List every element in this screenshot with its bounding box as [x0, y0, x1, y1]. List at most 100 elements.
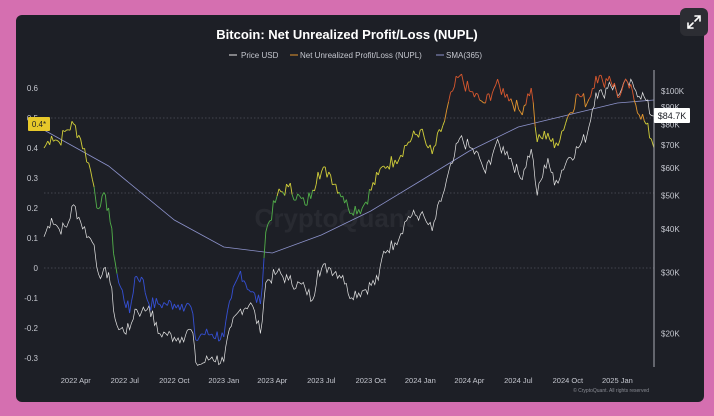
nupl-segment	[173, 303, 177, 309]
nupl-segment	[475, 92, 479, 95]
price-tick-label: $100K	[661, 87, 685, 96]
nupl-segment	[299, 195, 302, 199]
nupl-segment	[321, 166, 324, 172]
nupl-segment	[421, 128, 425, 138]
nupl-segment	[113, 253, 116, 263]
nupl-segment	[101, 192, 105, 197]
nupl-segment	[286, 183, 289, 188]
nupl-segment	[630, 84, 633, 92]
nupl-segment	[577, 93, 581, 97]
x-tick-label: 2022 Oct	[159, 376, 190, 385]
nupl-segment	[227, 301, 230, 311]
watermark: CryptoQuant	[255, 203, 414, 233]
nupl-segment	[319, 171, 323, 180]
nupl-segment	[88, 162, 91, 171]
price-tick-label: $50K	[661, 191, 680, 200]
nupl-segment	[363, 201, 367, 205]
nupl-segment	[98, 206, 101, 210]
current-nupl-marker: 0.4*	[28, 117, 50, 131]
nupl-segment	[568, 112, 572, 115]
x-tick-label: 2024 Apr	[454, 376, 485, 385]
nupl-segment	[593, 75, 597, 89]
nupl-segment	[69, 121, 73, 131]
nupl-segment	[192, 313, 196, 335]
nupl-segment	[195, 339, 198, 342]
nupl-segment	[123, 301, 127, 309]
nupl-segment	[536, 134, 540, 143]
nupl-segment	[607, 75, 610, 81]
nupl-segment	[354, 206, 358, 215]
price-tick-label: $20K	[661, 329, 680, 338]
nupl-segment	[530, 87, 534, 103]
nupl-segment	[271, 200, 274, 221]
price-tick-label: $40K	[661, 225, 680, 234]
nupl-segment	[538, 134, 542, 138]
reference-lines	[44, 117, 654, 269]
legend-price-label[interactable]: Price USD	[241, 51, 279, 60]
nupl-segment	[99, 195, 103, 207]
nupl-segment	[647, 122, 651, 138]
nupl-segment	[448, 92, 452, 102]
nupl-segment	[64, 129, 67, 133]
nupl-segment	[396, 159, 400, 165]
x-tick-label: 2022 Apr	[61, 376, 92, 385]
expand-icon	[687, 15, 701, 29]
nupl-segment	[109, 222, 113, 229]
nupl-segment	[121, 290, 125, 302]
nupl-segment	[379, 166, 383, 170]
nupl-segment	[610, 81, 614, 88]
nupl-segment	[625, 78, 628, 83]
nupl-segment	[413, 130, 416, 135]
nupl-segment	[643, 120, 647, 125]
nupl-segment	[435, 132, 438, 146]
nupl-segment	[621, 83, 625, 92]
nupl-segment	[278, 188, 282, 192]
nupl-segment	[488, 93, 492, 101]
chart-title: Bitcoin: Net Unrealized Profit/Loss (NUP…	[216, 27, 477, 42]
nupl-segment	[504, 93, 508, 98]
nupl-segment	[392, 159, 396, 168]
nupl-segment	[597, 75, 600, 84]
nupl-segment	[490, 92, 493, 101]
nupl-segment	[179, 303, 183, 311]
nupl-segment	[437, 129, 440, 134]
nupl-segment	[150, 297, 154, 311]
nupl-segment	[188, 303, 192, 308]
nupl-segment	[211, 333, 215, 339]
nupl-segment	[485, 94, 488, 104]
expand-button[interactable]	[680, 8, 708, 36]
nupl-segment	[78, 135, 82, 140]
nupl-segment	[136, 276, 139, 280]
nupl-segment	[431, 146, 435, 155]
nupl-segment	[93, 186, 98, 209]
nupl-segment	[588, 96, 592, 100]
nupl-tick-label: -0.2	[24, 324, 38, 333]
legend-nupl-label[interactable]: Net Unrealized Profit/Loss (NUPL)	[300, 51, 422, 60]
nupl-segment	[284, 184, 287, 196]
nupl-segment	[553, 142, 557, 149]
nupl-segment	[525, 93, 529, 105]
nupl-segment	[49, 135, 52, 145]
legend-sma-label[interactable]: SMA(365)	[446, 51, 482, 60]
nupl-segment	[600, 75, 604, 83]
nupl-segment	[529, 87, 532, 97]
nupl-segment	[534, 126, 538, 143]
nupl-segment	[118, 282, 122, 288]
nupl-segment	[411, 130, 415, 139]
nupl-segment	[86, 161, 89, 164]
nupl-segment	[177, 304, 181, 311]
nupl-segment	[234, 279, 238, 284]
nupl-segment	[181, 303, 185, 312]
nupl-segment	[51, 135, 54, 142]
nupl-segment	[604, 78, 607, 88]
series-layer	[43, 73, 655, 366]
nupl-segment	[590, 88, 593, 97]
nupl-segment	[521, 105, 525, 116]
nupl-segment	[613, 82, 617, 91]
nupl-segment	[455, 75, 459, 79]
nupl-segment	[170, 301, 174, 310]
x-tick-label: 2023 Apr	[257, 376, 288, 385]
chart-legend[interactable]: Price USD Net Unrealized Profit/Loss (NU…	[229, 51, 482, 60]
nupl-segment	[450, 90, 453, 93]
nupl-segment	[187, 302, 190, 305]
